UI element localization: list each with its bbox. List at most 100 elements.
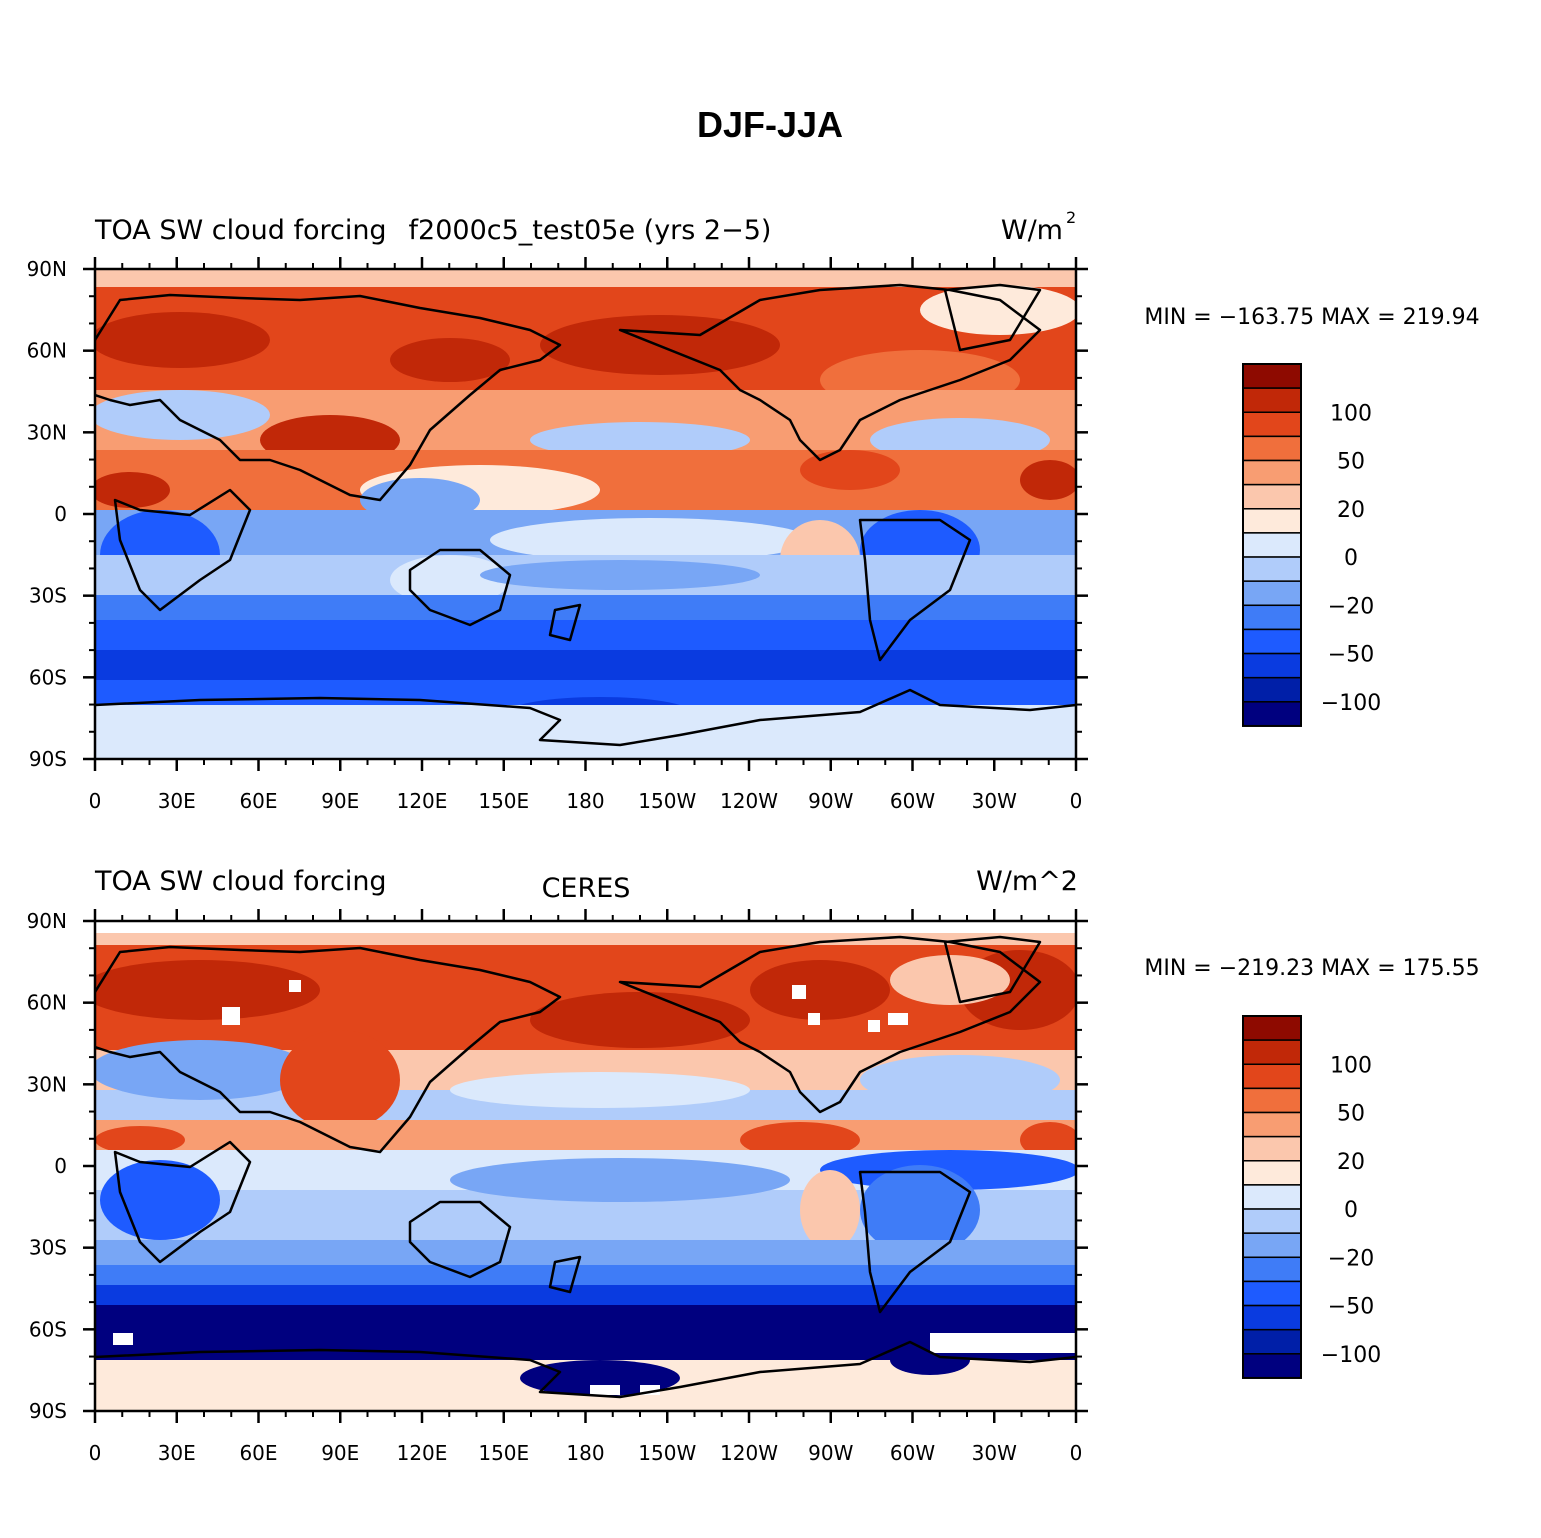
colorbar-box — [1242, 532, 1302, 558]
y-tick-label: 0 — [54, 502, 67, 526]
colorbar-box — [1242, 701, 1302, 727]
y-tick-label: 30N — [27, 420, 67, 444]
x-tick-label: 30W — [972, 789, 1017, 813]
colorbar-box — [1242, 435, 1302, 462]
x-tick-label: 60W — [890, 1441, 935, 1465]
x-tick-label: 0 — [1070, 1441, 1083, 1465]
panel-bottom-left-title: TOA SW cloud forcing — [94, 866, 387, 897]
figure-title: DJF-JJA — [697, 104, 843, 145]
x-tick-label: 150W — [638, 1441, 696, 1465]
colorbar-label: −100 — [1321, 691, 1381, 716]
colorbar-box — [1242, 1184, 1302, 1210]
colorbar-box — [1242, 556, 1302, 582]
x-tick-label: 120E — [397, 1441, 448, 1465]
y-tick-label: 60N — [27, 991, 67, 1015]
panel-bottom-center-title: CERES — [542, 873, 631, 904]
x-tick-label: 150E — [478, 1441, 529, 1465]
colorbar-label: −20 — [1328, 594, 1374, 619]
x-tick-label: 120E — [397, 789, 448, 813]
colorbar-box — [1242, 1087, 1302, 1114]
colorbar-label: −20 — [1328, 1246, 1374, 1271]
x-tick-label: 90E — [321, 789, 359, 813]
panel-bottom: TOA SW cloud forcing CERES W/m^2 — [27, 866, 1480, 1465]
colorbar-box — [1242, 459, 1302, 486]
colorbar-box — [1242, 1039, 1302, 1066]
y-tick-label: 90N — [27, 257, 67, 281]
panel-bottom-coastlines — [95, 935, 1076, 1399]
x-tick-label: 90W — [808, 789, 853, 813]
x-tick-label: 180 — [566, 789, 604, 813]
colorbar-box — [1242, 411, 1302, 438]
x-tick-label: 60E — [239, 1441, 277, 1465]
colorbar-box — [1242, 1160, 1302, 1186]
colorbar-box — [1242, 604, 1302, 631]
colorbar-label: 0 — [1344, 1198, 1358, 1223]
colorbar-box — [1242, 1135, 1302, 1162]
colorbar-box — [1242, 1208, 1302, 1234]
y-tick-label: 60S — [29, 1317, 67, 1341]
colorbar-frame — [1242, 363, 1302, 727]
colorbar-box — [1242, 1304, 1302, 1331]
colorbar-label: −50 — [1328, 643, 1374, 668]
colorbar-label: 50 — [1337, 450, 1365, 475]
x-tick-label: 150E — [478, 789, 529, 813]
panel-top-left-title: TOA SW cloud forcing — [94, 215, 387, 246]
panel-top-units: W/m — [1001, 215, 1063, 246]
colorbar-label: 20 — [1337, 1150, 1365, 1175]
colorbar-label: −50 — [1328, 1295, 1374, 1320]
colorbar-box — [1242, 1015, 1302, 1041]
x-tick-label: 150W — [638, 789, 696, 813]
panel-top-min-max: MIN = −163.75 MAX = 219.94 — [1144, 305, 1479, 330]
panel-top-ticks: 90N 60N 30N 0 30S 60S 90S 0 30E 60E 90E 120E 150E 180… — [27, 257, 1088, 813]
y-tick-label: 90S — [29, 1399, 67, 1423]
colorbar-box — [1242, 628, 1302, 655]
colorbar-label: 0 — [1344, 546, 1358, 571]
y-tick-label: 30S — [29, 1236, 67, 1260]
y-tick-label: 60N — [27, 339, 67, 363]
colorbar-box — [1242, 1256, 1302, 1283]
x-tick-label: 90E — [321, 1441, 359, 1465]
colorbar-box — [1242, 508, 1302, 534]
colorbar-box — [1242, 483, 1302, 510]
panel-top-units-superscript: 2 — [1066, 208, 1076, 227]
colorbar-label: 50 — [1337, 1102, 1365, 1127]
colorbar-box — [1242, 580, 1302, 607]
x-tick-label: 30E — [158, 789, 196, 813]
x-tick-label: 60W — [890, 789, 935, 813]
x-tick-label: 120W — [720, 789, 778, 813]
panel-bottom-colorbar: 100 50 20 0 −20 −50 −100 — [1242, 1015, 1381, 1379]
colorbar-box — [1242, 676, 1302, 703]
x-tick-label: 0 — [89, 1441, 102, 1465]
colorbar-box — [1242, 1353, 1302, 1379]
y-tick-label: 90N — [27, 909, 67, 933]
panel-top-center-title: f2000c5_test05e (yrs 2−5) — [409, 215, 772, 246]
x-tick-label: 0 — [89, 789, 102, 813]
colorbar-label: 100 — [1330, 401, 1372, 426]
x-tick-label: 180 — [566, 1441, 604, 1465]
x-tick-label: 30E — [158, 1441, 196, 1465]
y-tick-label: 30N — [27, 1072, 67, 1096]
colorbar-box — [1242, 387, 1302, 414]
colorbar-box — [1242, 1063, 1302, 1090]
y-tick-label: 90S — [29, 747, 67, 771]
x-tick-label: 0 — [1070, 789, 1083, 813]
y-tick-label: 30S — [29, 584, 67, 608]
colorbar-label: 100 — [1330, 1053, 1372, 1078]
colorbar-box — [1242, 363, 1302, 389]
panel-top-field — [95, 269, 1076, 759]
colorbar-box — [1242, 652, 1302, 679]
colorbar-label: 20 — [1337, 498, 1365, 523]
x-tick-label: 90W — [808, 1441, 853, 1465]
panel-top: TOA SW cloud forcing f2000c5_test05e (yr… — [27, 208, 1480, 813]
x-tick-label: 120W — [720, 1441, 778, 1465]
panel-top-coastlines — [95, 283, 1076, 747]
panel-bottom-units: W/m^2 — [976, 866, 1078, 897]
y-tick-label: 0 — [54, 1154, 67, 1178]
colorbar-box — [1242, 1111, 1302, 1138]
colorbar-label: −100 — [1321, 1343, 1381, 1368]
panel-bottom-ticks: 90N 60N 30N 0 30S 60S 90S 0 30E 60E 90E 120E 150E 180… — [27, 909, 1088, 1465]
x-tick-label: 60E — [239, 789, 277, 813]
colorbar-box — [1242, 1328, 1302, 1355]
colorbar-box — [1242, 1232, 1302, 1259]
